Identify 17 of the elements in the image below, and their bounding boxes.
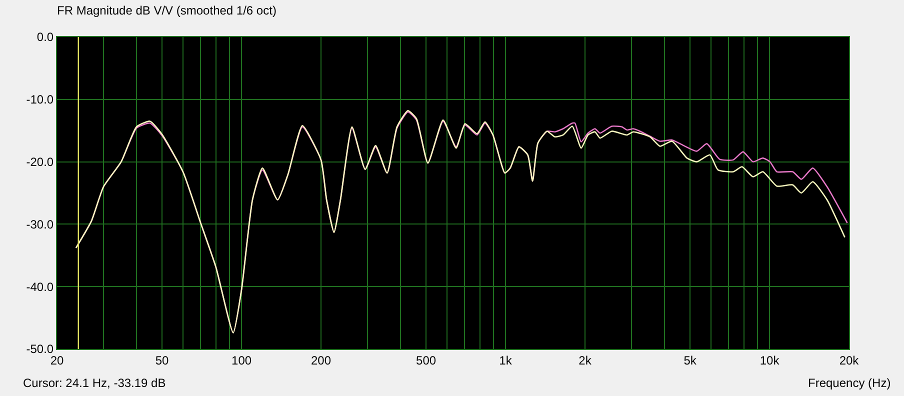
x-tick-label: 1k [499,353,513,368]
x-tick-label: 20k [839,353,860,368]
x-tick-label: 50 [155,353,170,368]
y-tick-label: -10.0 [26,92,54,107]
x-axis-title: Frequency (Hz) [808,376,891,390]
x-tick-label: 5k [684,353,698,368]
x-tick-label: 2k [578,353,592,368]
x-tick-label: 500 [416,353,436,368]
x-tick-label: 100 [232,353,252,368]
x-tick-label: 10k [760,353,780,368]
x-tick-label: 200 [310,353,332,368]
y-tick-label: 0.0 [36,30,54,44]
chart-title: FR Magnitude dB V/V (smoothed 1/6 oct) [57,3,276,18]
y-tick-label: -20.0 [26,155,54,169]
y-tick-label: -30.0 [26,217,54,232]
text: Cursor: 24.1 Hz, -33.19 dB [23,376,166,390]
y-tick-label: -40.0 [26,280,54,294]
